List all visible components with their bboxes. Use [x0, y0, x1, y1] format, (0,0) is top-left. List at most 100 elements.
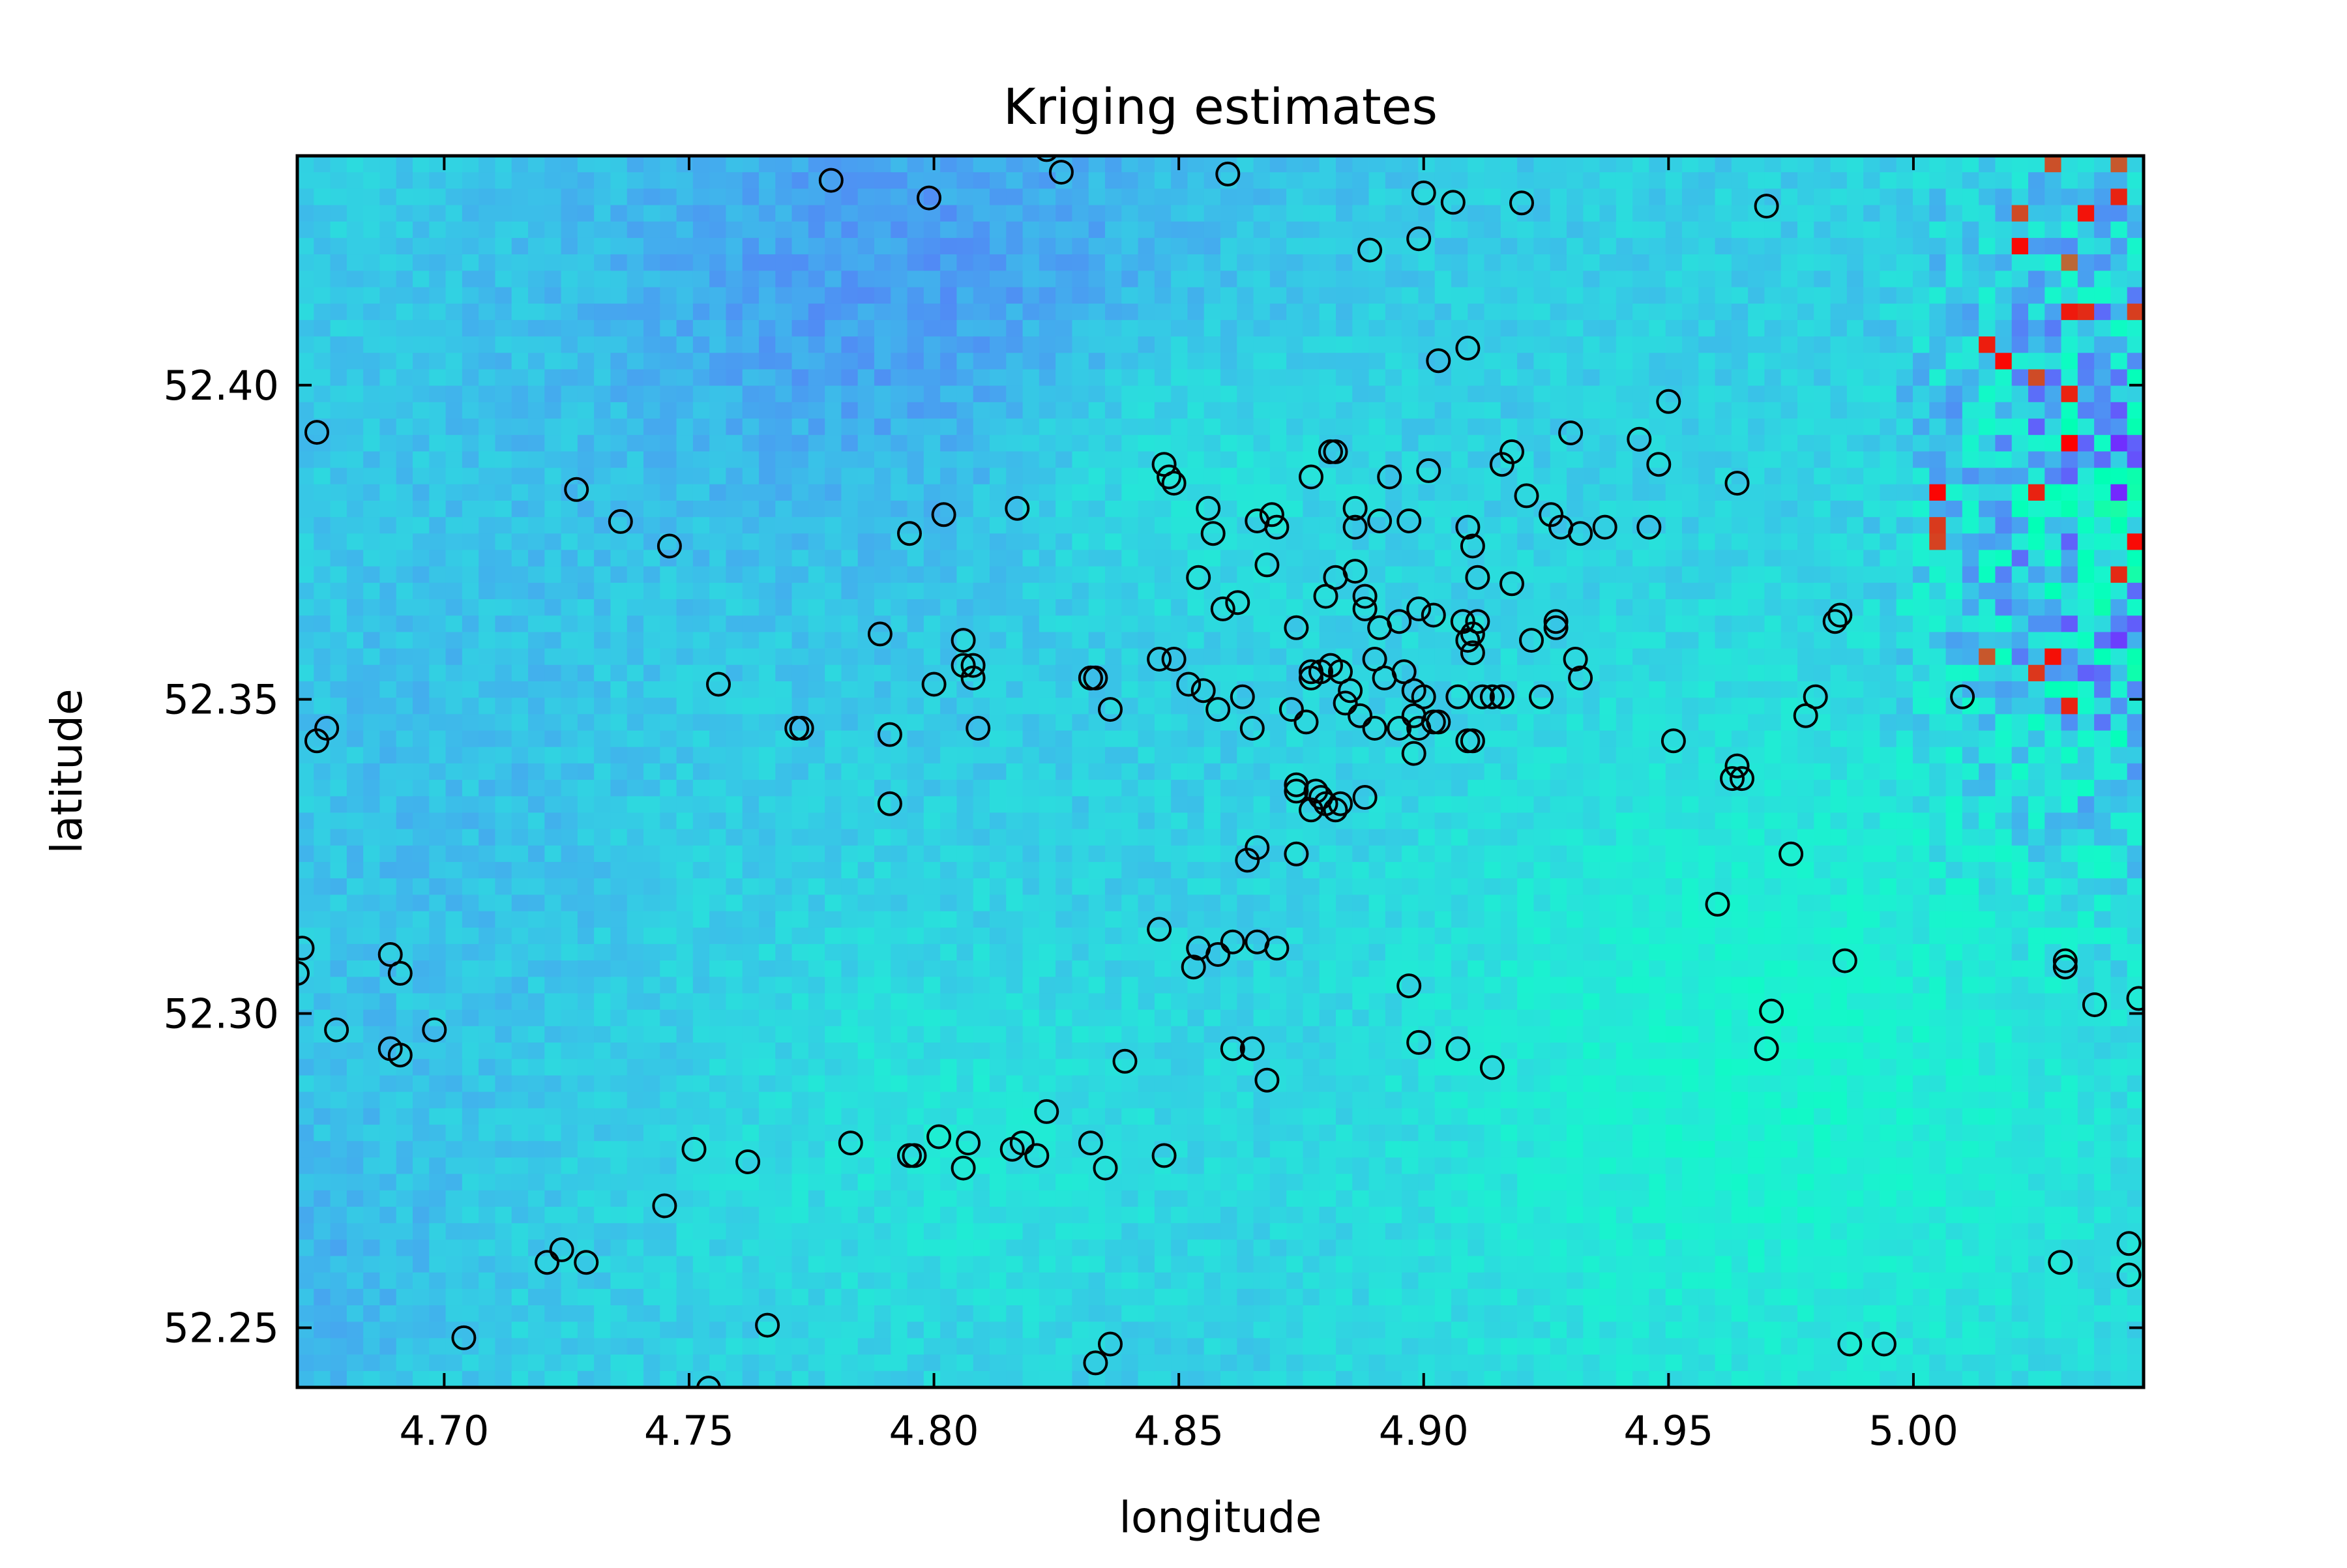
heatmap-cell	[1006, 747, 1024, 764]
heatmap-cell	[1072, 566, 1089, 584]
heatmap-cell	[528, 566, 545, 584]
heatmap-cell	[1880, 451, 1897, 469]
heatmap-cell	[1896, 385, 1913, 403]
heatmap-cell	[874, 205, 891, 222]
heatmap-cell	[1962, 156, 1979, 173]
heatmap-cell	[1863, 517, 1881, 534]
heatmap-cell	[759, 336, 776, 353]
heatmap-cell	[1616, 550, 1633, 567]
heatmap-cell	[511, 319, 529, 337]
heatmap-cell	[561, 862, 578, 879]
heatmap-cell	[923, 747, 941, 764]
heatmap-cell	[1088, 385, 1106, 403]
heatmap-cell	[1995, 747, 2013, 764]
heatmap-cell	[1171, 878, 1188, 895]
heatmap-cell	[1814, 188, 1831, 206]
heatmap-cell	[907, 402, 924, 419]
heatmap-cell	[1929, 271, 1947, 288]
heatmap-cell	[1764, 303, 1782, 321]
heatmap-cell	[1550, 747, 1567, 764]
heatmap-cell	[1451, 254, 1468, 271]
heatmap-cell	[923, 648, 941, 666]
heatmap-cell	[676, 845, 694, 863]
heatmap-cell	[495, 287, 512, 304]
heatmap-cell	[676, 698, 694, 715]
heatmap-cell	[544, 681, 562, 698]
heatmap-cell	[330, 533, 347, 551]
heatmap-cell	[1220, 878, 1237, 895]
heatmap-cell	[1896, 500, 1913, 518]
heatmap-cell	[1121, 664, 1139, 682]
heatmap-cell	[1863, 385, 1881, 403]
heatmap-cell	[1929, 385, 1947, 403]
heatmap-cell	[791, 336, 809, 353]
heatmap-cell	[1468, 237, 1485, 255]
heatmap-cell	[1748, 550, 1765, 567]
heatmap-cell	[1237, 533, 1254, 551]
heatmap-cell	[2044, 303, 2062, 321]
heatmap-cell	[907, 632, 924, 649]
heatmap-cell	[1533, 237, 1551, 255]
heatmap-cell	[2061, 582, 2078, 600]
heatmap-cell	[2127, 369, 2144, 387]
heatmap-cell	[1237, 550, 1254, 567]
heatmap-cell	[1995, 533, 2013, 551]
heatmap-cell	[1616, 435, 1633, 452]
heatmap-cell	[1880, 172, 1897, 189]
heatmap-cell	[709, 747, 727, 764]
heatmap-cell	[742, 681, 760, 698]
heatmap-cell	[479, 681, 496, 698]
heatmap-cell	[1913, 681, 1930, 698]
heatmap-cell	[544, 550, 562, 567]
heatmap-cell	[726, 615, 743, 633]
heatmap-cell	[775, 237, 793, 255]
heatmap-cell	[1583, 763, 1601, 780]
heatmap-cell	[709, 615, 727, 633]
heatmap-cell	[1517, 221, 1535, 239]
heatmap-cell	[1500, 188, 1518, 206]
heatmap-cell	[2094, 714, 2112, 732]
heatmap-cell	[2127, 435, 2144, 452]
heatmap-cell	[544, 714, 562, 732]
heatmap-cell	[1121, 254, 1139, 271]
heatmap-cell	[1913, 517, 1930, 534]
heatmap-cell	[692, 451, 710, 469]
heatmap-grid	[297, 156, 2144, 1387]
heatmap-cell	[1006, 550, 1024, 567]
heatmap-cell	[1039, 205, 1056, 222]
heatmap-cell	[346, 533, 364, 551]
heatmap-cell	[1945, 188, 1963, 206]
heatmap-cell	[1748, 812, 1765, 830]
heatmap-cell	[2127, 845, 2144, 863]
heatmap-cell	[1039, 221, 1056, 239]
heatmap-cell	[2127, 500, 2144, 518]
heatmap-cell	[297, 319, 314, 337]
heatmap-cell	[1533, 369, 1551, 387]
heatmap-cell	[1253, 747, 1271, 764]
heatmap-cell	[1962, 664, 1979, 682]
heatmap-cell	[1022, 698, 1040, 715]
heatmap-cell	[891, 878, 908, 895]
heatmap-cell	[1846, 287, 1864, 304]
heatmap-cell	[1434, 402, 1452, 419]
heatmap-cell	[973, 599, 990, 616]
heatmap-cell	[1336, 467, 1353, 485]
heatmap-cell	[1863, 698, 1881, 715]
heatmap-cell	[726, 353, 743, 370]
heatmap-cell	[1979, 533, 1996, 551]
heatmap-cell	[1055, 484, 1073, 501]
heatmap-cell	[528, 517, 545, 534]
heatmap-cell	[1088, 845, 1106, 863]
heatmap-cell	[692, 303, 710, 321]
heatmap-cell	[429, 780, 447, 797]
heatmap-cell	[1484, 517, 1501, 534]
heatmap-cell	[561, 254, 578, 271]
heatmap-cell	[940, 221, 958, 239]
heatmap-cell	[2110, 664, 2128, 682]
heatmap-cell	[643, 730, 660, 748]
heatmap-cell	[1072, 156, 1089, 173]
heatmap-cell	[907, 648, 924, 666]
heatmap-cell	[857, 156, 875, 173]
heatmap-cell	[2077, 303, 2095, 321]
heatmap-cell	[1616, 681, 1633, 698]
